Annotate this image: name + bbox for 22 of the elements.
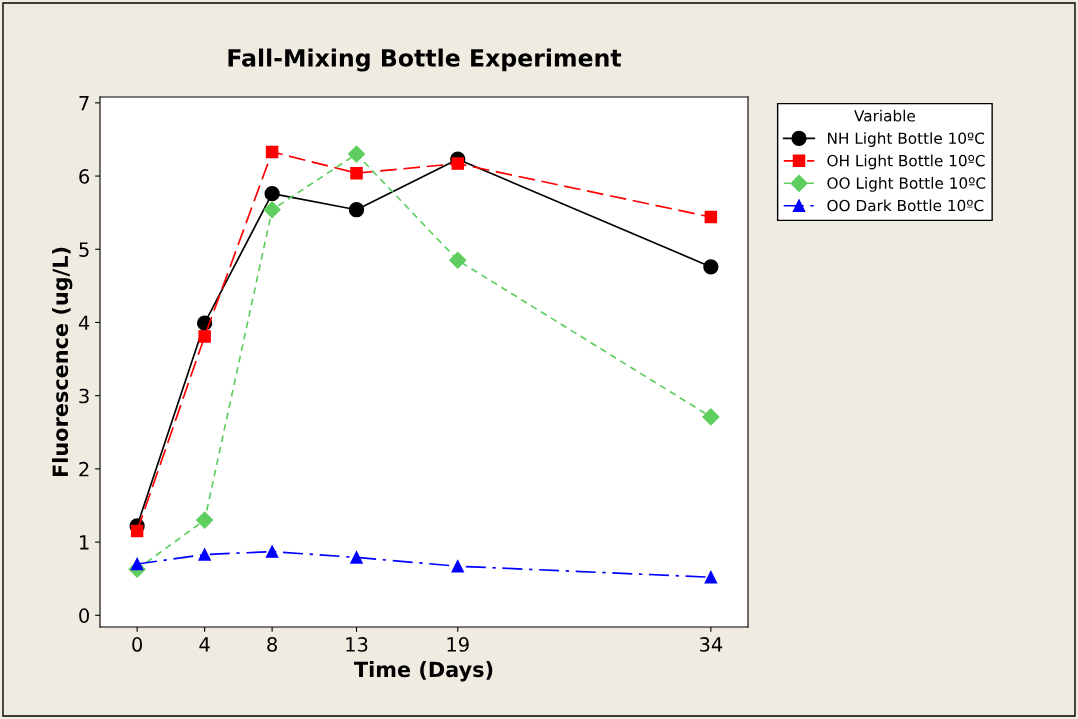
y-axis-title: Fluorescence (ug/L) — [52, 247, 73, 477]
chart-title: Fall-Mixing Bottle Experiment — [228, 48, 622, 72]
y-tick-label: 5 — [79, 242, 89, 257]
legend-title: Variable — [854, 109, 916, 122]
y-tick-label: 7 — [79, 96, 89, 111]
x-tick-label: 13 — [346, 637, 368, 652]
x-tick-label: 8 — [267, 637, 277, 652]
x-tick-label: 4 — [199, 637, 210, 652]
x-tick-label: 34 — [699, 637, 723, 652]
legend-label: OH Light Bottle 10ºC — [827, 154, 985, 170]
legend-label: NH Light Bottle 10ºC — [828, 132, 985, 147]
x-tick-label: 19 — [447, 637, 469, 652]
y-tick-label: 4 — [78, 315, 90, 330]
y-tick-label: 0 — [79, 608, 89, 623]
y-tick-label: 3 — [79, 388, 89, 404]
legend-label: OO Light Bottle 10ºC — [827, 177, 986, 192]
legend-label: OO Dark Bottle 10ºC — [827, 199, 984, 212]
x-axis-title: Time (Days) — [354, 661, 493, 682]
x-tick-label: 0 — [132, 637, 143, 652]
y-tick-label: 1 — [80, 535, 89, 550]
y-tick-label: 2 — [79, 461, 89, 477]
y-tick-label: 6 — [79, 169, 90, 184]
